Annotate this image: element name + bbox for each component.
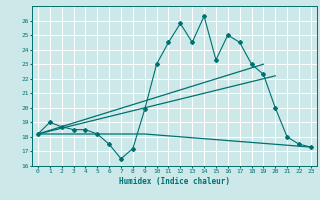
X-axis label: Humidex (Indice chaleur): Humidex (Indice chaleur) (119, 177, 230, 186)
